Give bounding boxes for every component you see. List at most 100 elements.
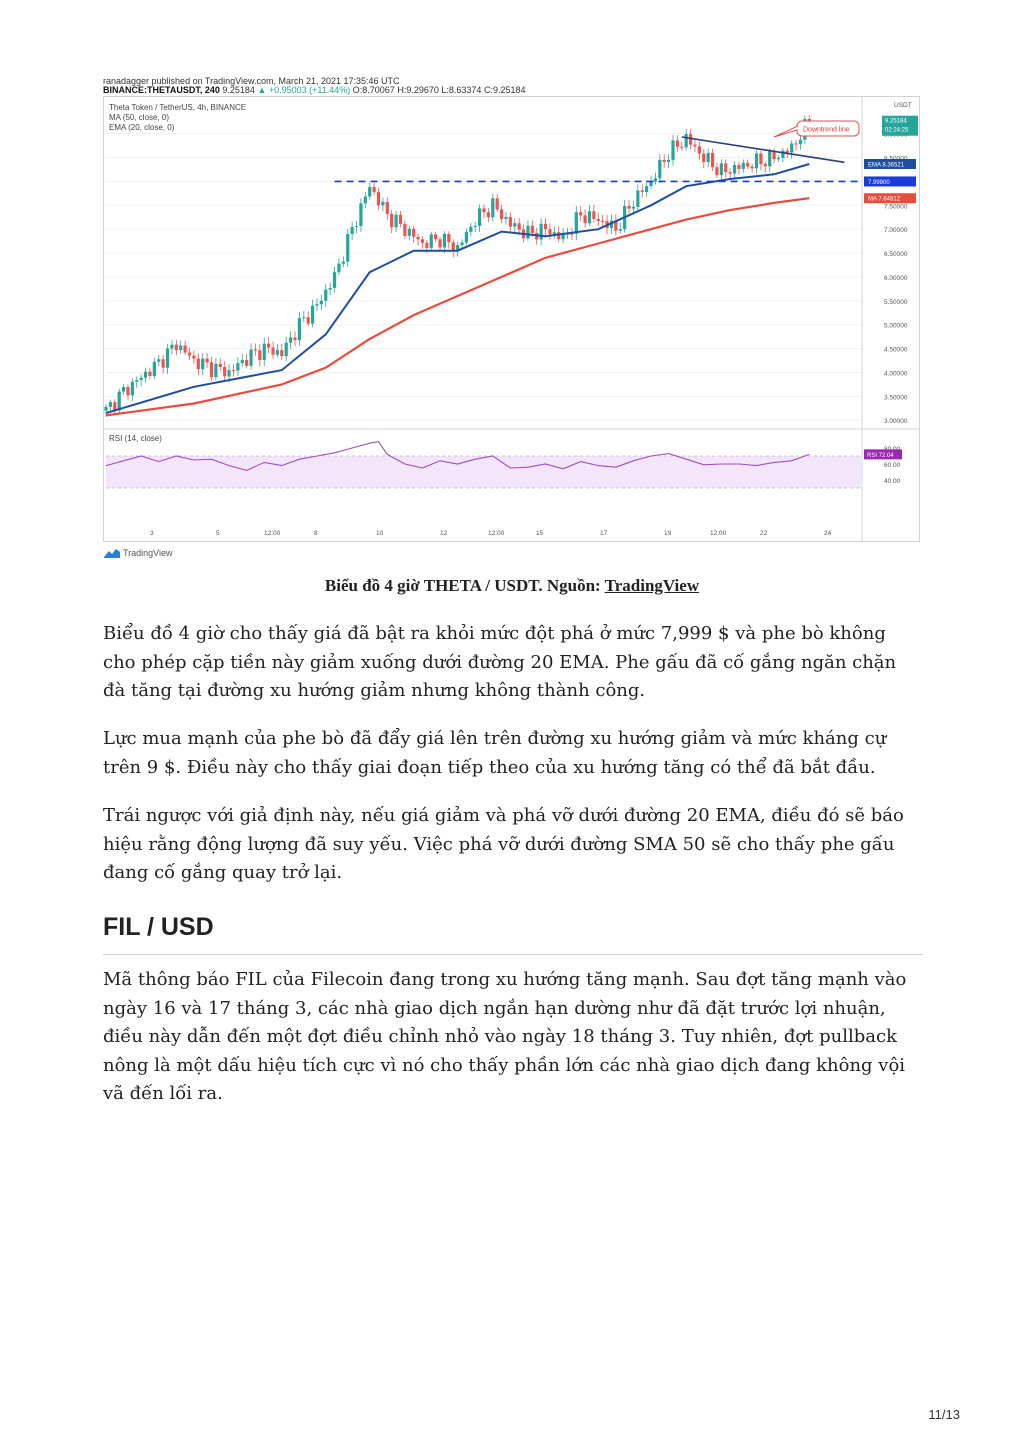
- candle-body: [596, 218, 600, 221]
- candle-body: [262, 343, 266, 361]
- candle-body: [280, 350, 284, 357]
- candle-body: [108, 402, 112, 407]
- candle-body: [601, 220, 605, 222]
- candle-body: [561, 233, 565, 240]
- candle-body: [306, 317, 310, 324]
- ma-indicator-label: MA (50, close, 0): [109, 113, 170, 122]
- candle-body: [618, 229, 622, 231]
- time-tick-label: 5: [216, 530, 220, 537]
- annotation-pointer: [773, 125, 799, 138]
- time-tick-label: 12:00: [488, 530, 505, 537]
- price-tick-label: 4.00000: [884, 370, 908, 377]
- candle-body: [240, 359, 244, 364]
- candle-body: [631, 206, 636, 209]
- candle-body: [385, 201, 389, 214]
- candle-body: [398, 214, 403, 224]
- candle-body: [187, 352, 192, 356]
- candle-body: [587, 211, 592, 224]
- symbol-line: BINANCE:THETAUSDT, 240 9.25184 ▲ +0.9500…: [103, 85, 526, 95]
- candle-body: [750, 166, 754, 169]
- candle-body: [104, 406, 108, 411]
- last-price: 9.25184: [222, 85, 255, 95]
- currency-label: USDT: [894, 102, 912, 109]
- candle-body: [746, 162, 750, 167]
- candle-body: [310, 305, 315, 324]
- time-tick-label: 12: [440, 530, 448, 537]
- candle-body: [253, 349, 258, 351]
- candle-body: [363, 196, 367, 204]
- candle-body: [328, 287, 332, 290]
- price-tick-label: 6.00000: [884, 275, 908, 282]
- candle-body: [227, 370, 231, 377]
- candle-body: [640, 190, 644, 192]
- candle-body: [790, 143, 794, 153]
- candle-body: [627, 206, 631, 209]
- rsi-band: [106, 456, 862, 488]
- candle-body: [297, 317, 301, 341]
- candle-body: [267, 343, 271, 348]
- candle-body: [152, 361, 156, 376]
- section-divider: [103, 954, 923, 955]
- candle-body: [319, 300, 323, 305]
- candle-body: [179, 345, 183, 351]
- candle-body: [332, 272, 337, 288]
- low-value: L:8.63374: [441, 85, 482, 95]
- price-tick-label: 3.50000: [884, 394, 908, 401]
- candle-body: [706, 153, 710, 163]
- candle-body: [434, 234, 438, 240]
- chart-canvas: 9.000008.500008.000007.500007.000006.500…: [104, 97, 919, 541]
- tradingview-logo-text: TradingView: [123, 548, 173, 558]
- candle-body: [376, 192, 381, 206]
- candle-body: [649, 181, 653, 186]
- open-value: O:8.70067: [352, 85, 395, 95]
- candle-body: [504, 217, 508, 220]
- candle-body: [271, 347, 275, 355]
- candle-body: [574, 212, 578, 234]
- price-tick-label: 4.50000: [884, 347, 908, 354]
- candle-body: [772, 150, 776, 160]
- candle-body: [192, 355, 196, 359]
- candle-body: [390, 213, 394, 228]
- candle-body: [658, 159, 662, 179]
- candle-body: [662, 159, 666, 162]
- candle-body: [359, 203, 363, 227]
- candle-body: [429, 234, 433, 248]
- time-tick-label: 15: [536, 530, 544, 537]
- section-heading: FIL / USD: [103, 913, 214, 941]
- figure-caption: Biểu đồ 4 giờ THETA / USDT. Nguồn: Tradi…: [0, 576, 1024, 596]
- candle-body: [130, 381, 134, 396]
- candle-body: [486, 212, 490, 218]
- rsi-tag: [864, 449, 902, 460]
- candle-body: [324, 289, 328, 301]
- caption-source-link[interactable]: TradingView: [604, 576, 700, 595]
- candle-body: [249, 349, 253, 366]
- candle-body: [161, 359, 165, 368]
- time-tick-label: 10: [376, 530, 384, 537]
- candle-body: [702, 153, 706, 163]
- rsi-line: [105, 440, 810, 471]
- candle-body: [499, 209, 504, 220]
- candle-body: [675, 140, 679, 147]
- candle-body: [645, 185, 649, 192]
- time-tick-label: 17: [600, 530, 608, 537]
- candle-body: [209, 362, 214, 378]
- candle-body: [530, 225, 534, 233]
- candle-body: [372, 187, 376, 193]
- candle-body: [117, 391, 121, 411]
- candle-body: [671, 140, 675, 160]
- candle-body: [491, 198, 495, 218]
- candle-body: [354, 226, 359, 228]
- candle-body: [346, 234, 350, 262]
- candle-body: [196, 358, 200, 370]
- time-tick-label: 3: [150, 530, 154, 537]
- candle-body: [763, 164, 767, 167]
- candle-body: [165, 348, 170, 368]
- ma-tag-value: MA 7.64812: [868, 197, 901, 203]
- candle-body: [464, 231, 469, 243]
- tradingview-logo: TradingView: [104, 548, 173, 558]
- candle-body: [341, 261, 345, 264]
- rsi-tag-value: RSI 72.04: [867, 453, 894, 459]
- candle-body: [126, 386, 130, 396]
- candle-body: [442, 233, 447, 248]
- price-tick-label: 6.50000: [884, 251, 908, 258]
